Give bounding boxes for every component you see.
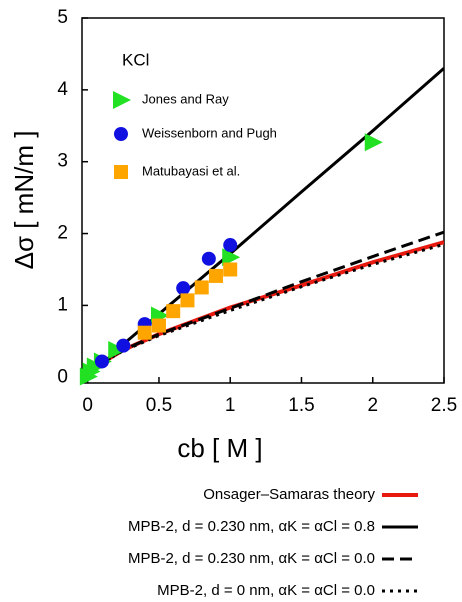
- series-line: [86, 242, 444, 379]
- y-tick-label: 2: [57, 223, 68, 244]
- x-tick-label: 2.5: [431, 395, 457, 416]
- data-point: [166, 304, 181, 319]
- data-point: [151, 318, 166, 333]
- legend-label: MPB-2, d = 0 nm, αK = αCl = 0.0: [157, 582, 375, 599]
- series-line: [86, 230, 444, 379]
- data-point: [194, 280, 209, 295]
- y-tick-label: 5: [57, 7, 68, 28]
- legend-label: Onsager–Samaras theory: [203, 486, 375, 503]
- data-point: [201, 251, 216, 266]
- legend-label: Jones and Ray: [142, 91, 229, 106]
- data-point: [176, 281, 191, 296]
- legend-marker: [114, 165, 128, 179]
- data-point: [180, 293, 195, 308]
- legend-label: MPB-2, d = 0.230 nm, αK = αCl = 0.0: [128, 550, 375, 567]
- legend-title: KCl: [122, 50, 149, 69]
- data-point: [223, 238, 238, 253]
- legend-label: MPB-2, d = 0.230 nm, αK = αCl = 0.8: [128, 518, 375, 535]
- data-point: [94, 354, 109, 369]
- x-tick-label: 0: [82, 395, 93, 416]
- x-tick-label: 2: [367, 395, 378, 416]
- data-point: [223, 262, 238, 277]
- legend-label: Matubayasi et al.: [142, 163, 240, 178]
- data-point: [108, 340, 127, 359]
- legend-marker: [114, 127, 128, 141]
- y-tick-label: 1: [57, 294, 68, 315]
- x-axis-label: cb [ M ]: [177, 433, 262, 463]
- y-tick-label: 4: [57, 79, 68, 100]
- x-tick-label: 0.5: [146, 395, 172, 416]
- x-tick-label: 1: [225, 395, 236, 416]
- y-tick-label: 0: [57, 366, 68, 387]
- y-axis-label: Δσ [ mN/m ]: [9, 131, 39, 270]
- data-point: [116, 338, 131, 353]
- data-point: [364, 133, 383, 152]
- x-tick-label: 1.5: [288, 395, 314, 416]
- data-point: [137, 325, 152, 340]
- plot-frame: [81, 17, 445, 384]
- data-point: [208, 268, 223, 283]
- data-point: [222, 248, 241, 267]
- y-tick-label: 3: [57, 151, 68, 172]
- legend-marker: [113, 91, 131, 109]
- legend-label: Weissenborn and Pugh: [142, 125, 277, 140]
- series-line: [86, 240, 444, 379]
